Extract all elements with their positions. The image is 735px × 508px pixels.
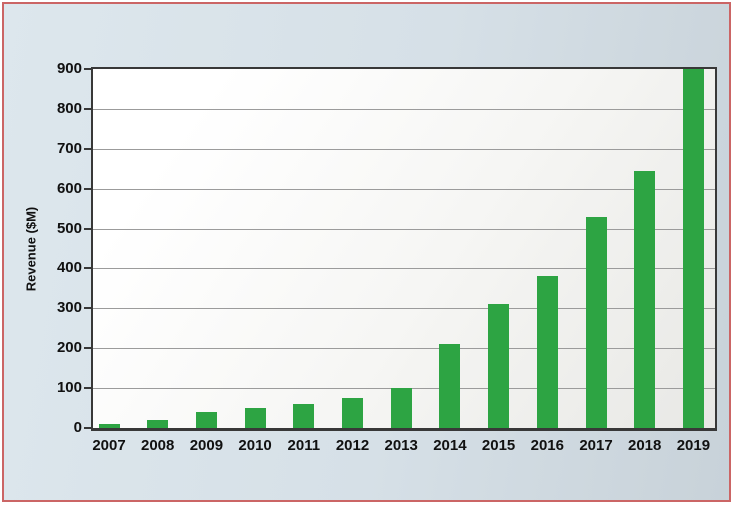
gridline-200 <box>93 348 715 350</box>
y-tick-mark-100 <box>84 387 91 390</box>
x-tick-label-2019: 2019 <box>676 437 711 454</box>
bar-2016 <box>536 276 558 428</box>
y-tick-label-500: 500 <box>56 219 82 237</box>
y-tick-mark-400 <box>84 267 91 270</box>
x-tick-label-2016: 2016 <box>530 437 564 454</box>
y-tick-label-300: 300 <box>56 299 82 317</box>
bar-2017 <box>585 216 607 428</box>
y-tick-label-800: 800 <box>56 99 82 117</box>
x-tick-label-2007: 2007 <box>92 437 126 454</box>
y-tick-mark-700 <box>84 147 91 150</box>
x-tick-label-2014: 2014 <box>433 437 467 454</box>
y-tick-label-600: 600 <box>56 179 82 197</box>
y-tick-mark-800 <box>84 107 91 110</box>
x-tick-label-2017: 2017 <box>579 437 613 454</box>
bar-2012 <box>342 398 363 428</box>
gridline-700 <box>93 148 715 150</box>
gridline-400 <box>93 268 715 270</box>
y-tick-mark-900 <box>84 68 91 70</box>
y-tick-mark-200 <box>84 347 91 350</box>
x-tick-label-2018: 2018 <box>628 437 662 454</box>
bar-2011 <box>293 404 315 428</box>
y-tick-label-200: 200 <box>56 339 82 357</box>
bar-2010 <box>244 408 266 428</box>
x-tick-label-2011: 2011 <box>287 437 321 454</box>
y-tick-label-0: 0 <box>73 419 82 436</box>
bar-2018 <box>634 170 656 428</box>
bar-2009 <box>195 412 217 428</box>
bar-2007 <box>98 424 120 428</box>
y-tick-label-400: 400 <box>56 259 82 277</box>
y-tick-mark-0 <box>84 427 91 429</box>
y-tick-mark-600 <box>84 187 91 190</box>
x-tick-label-2015: 2015 <box>481 437 516 454</box>
y-tick-label-900: 900 <box>56 60 82 77</box>
bar-2013 <box>390 388 412 428</box>
bar-2019 <box>682 69 704 428</box>
x-tick-label-2009: 2009 <box>189 437 224 454</box>
y-tick-label-100: 100 <box>56 379 82 397</box>
chart-panel: Revenue ($M) 0 100 200 300 400 500 600 700 800 90… <box>2 2 731 502</box>
bar-2015 <box>488 304 510 428</box>
bar-2014 <box>439 344 461 428</box>
gridline-500 <box>93 228 715 230</box>
y-tick-label-700: 700 <box>56 139 82 157</box>
x-tick-label-2013: 2013 <box>384 437 418 454</box>
bar-2008 <box>147 420 169 428</box>
gridline-300 <box>93 308 715 310</box>
y-tick-mark-300 <box>84 307 91 310</box>
plot-area <box>91 67 717 431</box>
x-tick-label-2012: 2012 <box>335 437 370 454</box>
y-tick-mark-500 <box>84 227 91 230</box>
gridline-800 <box>93 108 715 110</box>
x-tick-label-2008: 2008 <box>141 437 175 454</box>
gridline-600 <box>93 188 715 190</box>
x-tick-label-2010: 2010 <box>238 437 272 454</box>
